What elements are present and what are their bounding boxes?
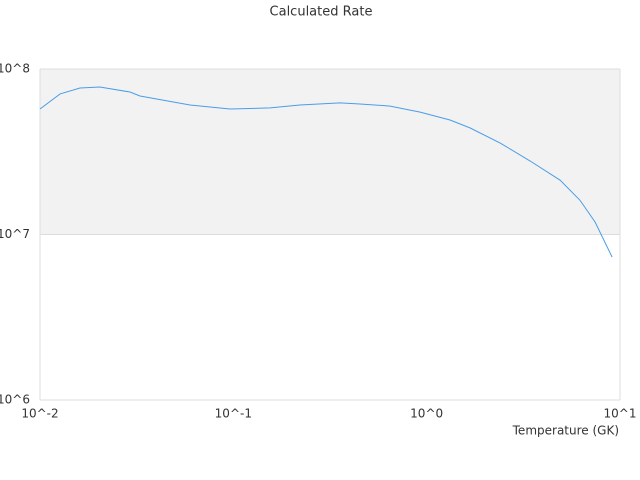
x-tick-label: 10^1 <box>604 407 637 421</box>
data-line <box>39 86 613 258</box>
x-tick-label: 10^0 <box>410 407 443 421</box>
y-tick-label: 10^8 <box>0 62 30 76</box>
x-axis-label: Temperature (GK) <box>512 424 619 438</box>
y-tick-label: 10^7 <box>0 227 30 241</box>
y-tick-label: 10^6 <box>0 393 30 407</box>
grid-band <box>40 69 620 235</box>
x-tick-label: 10^-2 <box>21 407 58 421</box>
x-tick-label: 10^-1 <box>215 407 252 421</box>
chart-title: Calculated Rate <box>270 5 373 20</box>
